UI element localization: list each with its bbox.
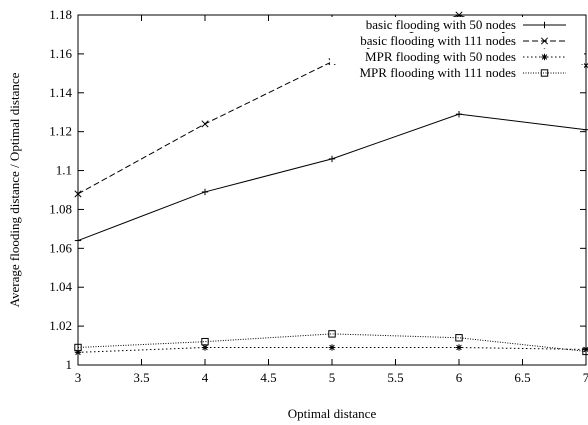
y-tick-label: 1 bbox=[66, 357, 73, 372]
cross-marker bbox=[201, 120, 209, 128]
legend-label: basic flooding with 111 nodes bbox=[360, 33, 516, 48]
legend-item-1: basic flooding with 50 nodes bbox=[330, 17, 584, 32]
legend-item-background bbox=[330, 65, 584, 80]
series-line bbox=[77, 113, 587, 242]
star-marker bbox=[328, 344, 336, 351]
y-tick-label: 1.02 bbox=[49, 318, 72, 333]
star-marker bbox=[541, 53, 548, 61]
square-marker bbox=[455, 334, 463, 342]
y-tick-label: 1.14 bbox=[49, 85, 72, 100]
y-axis-label: Average flooding distance / Optimal dist… bbox=[7, 72, 22, 307]
marker-stroke bbox=[540, 37, 549, 45]
plus-marker bbox=[74, 237, 82, 244]
y-tick-label: 1.16 bbox=[49, 46, 72, 61]
cross-marker bbox=[540, 37, 549, 45]
star-marker bbox=[455, 344, 463, 351]
series-3 bbox=[74, 344, 588, 356]
axes: 3 3.5 4 4.5 5 5.5 6 6.5 7 1 1.02 1.04 1.06 1.08 1.1 1.1… bbox=[49, 7, 588, 385]
x-tick-label: 4 bbox=[202, 370, 209, 385]
marker-stroke bbox=[202, 344, 208, 351]
legend-item-background bbox=[330, 49, 584, 64]
star-marker bbox=[201, 344, 209, 351]
y-tick-label: 1.06 bbox=[49, 240, 72, 255]
legend-label: basic flooding with 50 nodes bbox=[366, 17, 516, 32]
marker-stroke bbox=[541, 54, 548, 60]
x-tick-label: 3.5 bbox=[133, 370, 149, 385]
legend-label: MPR flooding with 50 nodes bbox=[365, 49, 516, 64]
star-marker bbox=[74, 349, 82, 356]
square-marker bbox=[74, 343, 82, 352]
plus-marker bbox=[541, 21, 548, 29]
legend-item-background bbox=[330, 17, 584, 32]
plus-marker bbox=[455, 110, 463, 118]
y-tick-label: 1.18 bbox=[49, 7, 72, 22]
x-tick-label: 5.5 bbox=[387, 370, 403, 385]
series-1 bbox=[74, 110, 588, 244]
x-tick-label: 6 bbox=[456, 370, 463, 385]
plus-marker bbox=[328, 155, 336, 163]
square-marker bbox=[201, 337, 209, 346]
legend-item-3: MPR flooding with 50 nodes bbox=[330, 49, 584, 64]
square-marker bbox=[540, 69, 549, 77]
plus-marker bbox=[582, 126, 588, 133]
x-tick-label: 5 bbox=[329, 370, 336, 385]
plus-marker bbox=[201, 188, 209, 196]
star-marker bbox=[582, 346, 588, 353]
y-tick-label: 1.12 bbox=[49, 124, 72, 139]
marker-stroke bbox=[74, 190, 82, 198]
x-axis-label: Optimal distance bbox=[288, 406, 377, 421]
x-tick-label: 6.5 bbox=[514, 370, 530, 385]
marker-stroke bbox=[329, 344, 335, 351]
x-tick-label: 3 bbox=[75, 370, 82, 385]
cross-marker bbox=[74, 190, 82, 198]
series-line bbox=[77, 347, 587, 353]
series-group bbox=[74, 11, 588, 356]
y-tick-label: 1.1 bbox=[56, 163, 72, 178]
marker-stroke bbox=[456, 344, 462, 351]
legend-label: MPR flooding with 111 nodes bbox=[360, 65, 517, 80]
x-tick-label: 7 bbox=[583, 370, 588, 385]
legend-item-background bbox=[330, 33, 584, 48]
x-tick-label: 4.5 bbox=[260, 370, 276, 385]
legend-item-2: basic flooding with 111 nodes bbox=[330, 33, 584, 48]
y-tick-label: 1.08 bbox=[49, 201, 72, 216]
square-marker bbox=[328, 330, 336, 338]
square-marker bbox=[582, 347, 588, 356]
series-4 bbox=[74, 330, 588, 356]
marker-stroke bbox=[201, 120, 209, 128]
legend-item-4: MPR flooding with 111 nodes bbox=[330, 65, 584, 80]
y-tick-label: 1.04 bbox=[49, 279, 72, 294]
